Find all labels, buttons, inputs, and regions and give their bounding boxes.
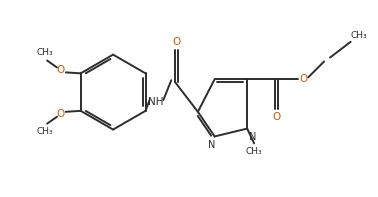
Text: CH₃: CH₃	[37, 48, 53, 57]
Text: CH₃: CH₃	[350, 31, 367, 40]
Text: O: O	[57, 109, 65, 119]
Text: O: O	[272, 112, 280, 122]
Text: O: O	[57, 65, 65, 75]
Text: CH₃: CH₃	[37, 127, 53, 136]
Text: NH: NH	[148, 97, 163, 107]
Text: CH₃: CH₃	[246, 147, 262, 156]
Text: O: O	[172, 37, 181, 47]
Text: O: O	[299, 74, 307, 84]
Text: N: N	[208, 140, 215, 150]
Text: N: N	[249, 132, 257, 142]
